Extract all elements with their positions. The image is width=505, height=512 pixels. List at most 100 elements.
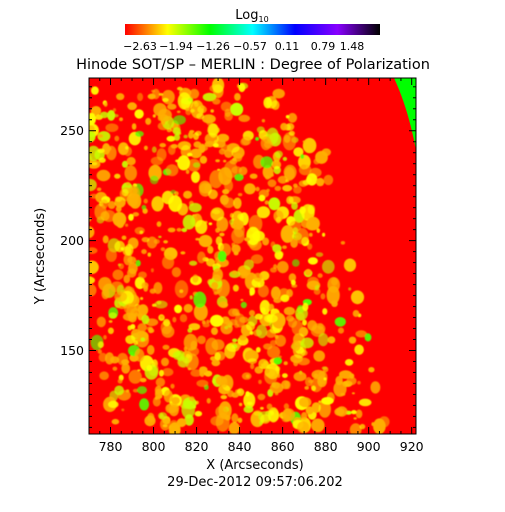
heatmap-cell	[200, 105, 205, 109]
heatmap-cell	[246, 321, 255, 331]
colorbar-label: Log10	[235, 8, 268, 24]
heatmap-cell	[346, 376, 357, 386]
heatmap-cell	[138, 271, 147, 279]
heatmap-cell	[252, 230, 265, 242]
x-tick-label: 780	[99, 439, 123, 454]
heatmap-cell	[49, 91, 54, 98]
heatmap-cell	[287, 317, 298, 328]
heatmap-cell	[89, 226, 95, 239]
heatmap-cell	[139, 398, 150, 411]
heatmap-cell	[168, 404, 179, 417]
heatmap-cell	[189, 260, 198, 266]
heatmap-cell	[211, 359, 221, 367]
heatmap-cell	[293, 185, 302, 194]
heatmap-cell	[327, 277, 341, 293]
heatmap-cell	[112, 108, 117, 112]
heatmap-cell	[313, 288, 321, 295]
heatmap-cell	[103, 335, 107, 340]
heatmap-cell	[304, 386, 310, 390]
heatmap-cell	[48, 126, 53, 130]
heatmap-cell	[108, 320, 113, 323]
heatmap-cell	[89, 145, 101, 161]
heatmap-cell	[173, 133, 181, 141]
heatmap-cell	[255, 347, 261, 353]
heatmap-cell	[230, 219, 244, 230]
heatmap-cell	[234, 93, 241, 101]
heatmap-cell	[351, 392, 355, 395]
heatmap-cell	[100, 111, 109, 119]
heatmap-cell	[232, 338, 238, 343]
x-tick-label: 880	[314, 439, 338, 454]
heatmap-image	[48, 78, 416, 434]
heatmap-cell	[114, 196, 126, 208]
heatmap-cell	[206, 116, 213, 126]
x-tick-label: 920	[400, 439, 424, 454]
heatmap-cell	[224, 160, 238, 179]
heatmap-cell	[201, 320, 206, 325]
heatmap-cell	[52, 158, 66, 175]
heatmap-cell	[62, 155, 67, 162]
heatmap-cell	[140, 297, 144, 300]
heatmap-cell	[97, 131, 111, 142]
heatmap-cell	[62, 143, 67, 150]
heatmap-cell	[101, 288, 110, 300]
heatmap-cell	[193, 291, 207, 308]
heatmap-cell	[162, 368, 174, 377]
heatmap-cell	[98, 277, 112, 291]
y-axis-label: Y (Arcseconds)	[33, 208, 48, 305]
heatmap-cell	[290, 238, 298, 248]
heatmap-cell	[107, 327, 114, 335]
heatmap-cell	[282, 156, 288, 161]
heatmap-cell	[268, 409, 280, 422]
heatmap-cell	[274, 160, 279, 166]
heatmap-cell	[137, 323, 147, 332]
heatmap-cell	[199, 366, 208, 374]
heatmap-cell	[217, 168, 221, 171]
heatmap-cell	[235, 312, 241, 316]
heatmap-cell	[189, 88, 200, 99]
heatmap-cell	[207, 245, 214, 254]
heatmap-cell	[269, 326, 280, 334]
colorbar	[125, 24, 380, 35]
heatmap-cell	[97, 148, 105, 154]
heatmap-cell	[272, 244, 282, 253]
heatmap-cell	[64, 171, 74, 180]
heatmap-cell	[224, 414, 231, 421]
heatmap-cell	[289, 220, 302, 232]
heatmap-cell	[264, 175, 270, 180]
heatmap-cell	[158, 93, 164, 96]
heatmap-cell	[219, 301, 229, 309]
heatmap-cell	[183, 190, 193, 199]
heatmap-cell	[193, 303, 208, 321]
heatmap-cell	[307, 243, 313, 250]
heatmap-cell	[284, 380, 291, 390]
heatmap-cell	[238, 402, 243, 407]
heatmap-cell	[273, 357, 283, 365]
heatmap-cell	[125, 223, 129, 227]
heatmap-cell	[371, 422, 375, 427]
heatmap-cell	[104, 352, 115, 365]
heatmap-cell	[195, 237, 200, 241]
heatmap-cell	[117, 378, 123, 384]
heatmap-cell	[302, 302, 309, 312]
heatmap-cell	[270, 286, 281, 300]
heatmap-cell	[98, 352, 108, 362]
heatmap-cell	[275, 334, 286, 347]
heatmap-cell	[198, 180, 211, 194]
heatmap-cell	[302, 319, 307, 326]
heatmap-cell	[300, 154, 305, 159]
heatmap-cell	[187, 158, 201, 172]
heatmap-cell	[190, 148, 202, 159]
heatmap-cell	[241, 372, 252, 380]
heatmap-cell	[241, 325, 246, 329]
heatmap-cell	[69, 197, 79, 207]
heatmap-cell	[89, 130, 96, 143]
heatmap-cell	[204, 141, 215, 148]
heatmap-cell	[355, 330, 367, 338]
heatmap-cell	[259, 360, 264, 364]
heatmap-cell	[198, 234, 213, 248]
heatmap-cell	[97, 341, 104, 349]
heatmap-cell	[162, 344, 170, 350]
heatmap-cell	[327, 336, 336, 344]
heatmap-cell	[160, 417, 171, 431]
